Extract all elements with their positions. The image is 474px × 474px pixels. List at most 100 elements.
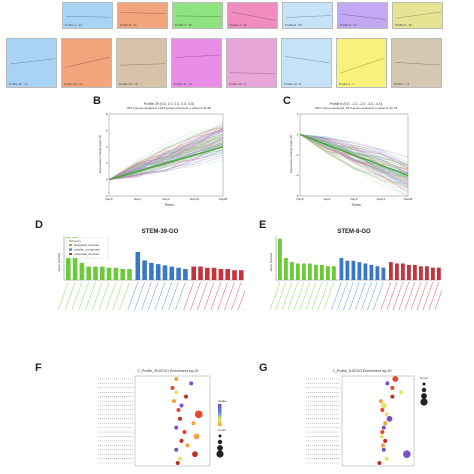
kegg-pathway-dot: [193, 433, 200, 440]
profile-tile: Profile 9 : 20: [282, 2, 333, 29]
profile-tile-label: Profile 3 : 19: [175, 23, 192, 27]
gene-profile-line: [299, 134, 409, 169]
chart-f-title: C_Profile_39-KEGG Enrichment top 20: [138, 369, 199, 373]
go-term-bar: [232, 270, 237, 280]
go-term-bar: [326, 266, 330, 280]
gene-profile-line: [108, 127, 224, 180]
gene-profile-line: [299, 134, 409, 182]
go-term-label-stub: [197, 281, 208, 311]
kegg-pathway-dot: [176, 407, 181, 412]
chart-d-legend: GO term biological_process cellular_comp…: [65, 237, 109, 259]
count-legend-dot: [218, 434, 222, 438]
go-term-bar: [205, 267, 210, 280]
go-term-label-stub: [343, 281, 354, 311]
go-term-bar: [113, 267, 119, 280]
chart-c-subtitle: 225.0 genes assigned; 52.0 genes expecte…: [315, 106, 398, 110]
go-term-label-stub: [373, 281, 384, 311]
go-term-label-stub: [119, 281, 130, 311]
profile-tile-label: Profile 10 : 13: [119, 82, 138, 86]
profile-tile-label: Profile 5 : 17: [340, 23, 357, 27]
go-term-label-stub: [269, 281, 281, 311]
legend-swatch-mf: [69, 253, 72, 255]
gene-profile-line: [108, 127, 224, 180]
go-term-label-stub: [161, 281, 173, 311]
x-tick-label: Day0: [296, 197, 303, 201]
go-term-label-stub: [428, 281, 440, 311]
chart-b-xlabel: Times: [164, 203, 174, 207]
profile-tile: Profile 6 : 15: [392, 2, 443, 29]
panel-letter-b: B: [93, 95, 101, 107]
kegg-pathway-dot: [191, 421, 196, 426]
profile-trend-line: [230, 11, 277, 21]
go-term-bar: [225, 269, 230, 280]
profile-tile-label: Profile 11 : 10: [174, 82, 193, 86]
go-term-bar: [401, 263, 405, 280]
go-term-label-stub: [355, 281, 366, 311]
gene-profile-line: [108, 137, 224, 180]
go-term-bar: [191, 266, 196, 280]
count-legend-dot: [217, 439, 223, 445]
go-term-label-stub: [293, 281, 305, 311]
kegg-pathway-dot: [381, 443, 386, 448]
go-term-bar: [363, 263, 368, 280]
kegg-pathway-dot: [379, 434, 384, 439]
profile-tile: Profile 5 : 17: [337, 2, 388, 29]
profile-tile: Profile 3 : 19: [172, 2, 223, 29]
gene-profile-line: [108, 126, 224, 180]
gene-profile-line: [108, 130, 224, 180]
count-legend-dot: [420, 398, 428, 406]
kegg-pathway-dot: [178, 416, 182, 421]
plot-frame: [341, 375, 415, 467]
y-tick-label: -6: [296, 194, 299, 198]
go-term-label-stub: [275, 281, 287, 311]
go-term-bar: [389, 262, 393, 280]
go-term-bar: [339, 258, 344, 280]
profile-tile: Profile 7 : 6: [391, 38, 442, 88]
go-term-label-stub: [183, 281, 194, 311]
profile-39-line-chart: Profile 39 (0.0, 1.0, 2.0, 3.0, 4.0) 202…: [98, 102, 227, 207]
model-profile-line: [299, 133, 409, 177]
profile-tile: Profile 4 : 22: [227, 2, 278, 29]
go-term-label-stub: [410, 281, 422, 311]
chart-b-ylabel: Expression change (log2 v0): [98, 135, 102, 173]
kegg-pathway-dot: [399, 390, 404, 395]
go-term-label-stub: [380, 281, 392, 311]
go-term-bar: [395, 263, 399, 280]
x-tick-label: Day14: [377, 197, 386, 201]
kegg-pathway-dot: [174, 390, 179, 395]
go-term-bar: [308, 263, 312, 280]
chart-e-plot-area: [269, 236, 442, 311]
go-term-label-stub: [416, 281, 428, 311]
go-term-bar: [419, 266, 423, 280]
go-term-bar: [162, 265, 168, 280]
kegg-pathway-dot: [392, 376, 399, 382]
go-term-bar: [296, 263, 300, 280]
y-tick-label: -2: [296, 153, 299, 157]
stem-8-go-bar-chart: STEM-8-GO Gene Number: [269, 229, 442, 311]
profile-tile-label: Profile 6 : 15: [395, 23, 412, 27]
gene-profile-line: [108, 129, 224, 180]
x-tick-label: Day28: [219, 197, 227, 201]
go-term-bar: [100, 266, 105, 280]
go-term-label-stub: [105, 281, 117, 311]
gene-profile-line: [108, 155, 224, 180]
go-term-label-stub: [78, 281, 89, 311]
go-term-label-stub: [237, 289, 245, 311]
gene-profile-line: [299, 134, 409, 168]
go-term-label-stub: [147, 281, 159, 311]
profile-trend-line: [119, 63, 166, 66]
legend-title: GO term: [69, 239, 81, 243]
go-term-label-stub: [392, 281, 404, 311]
x-tick-label: Day1: [323, 197, 330, 201]
legend-swatch-cc: [69, 248, 72, 251]
go-term-label-stub: [323, 281, 335, 311]
kegg-pathway-dot: [178, 456, 182, 461]
kegg-pathway-dot: [381, 425, 386, 430]
count-legend-dot: [422, 382, 426, 386]
profile-tile: Profile 2 : 7: [336, 38, 387, 88]
go-term-label-stub: [64, 281, 76, 311]
go-term-bar: [284, 258, 288, 280]
profile-trend-line: [284, 56, 331, 64]
legend-label-cc: cellular_component: [74, 248, 100, 252]
chart-e-ylabel: Gene Number: [269, 253, 273, 272]
